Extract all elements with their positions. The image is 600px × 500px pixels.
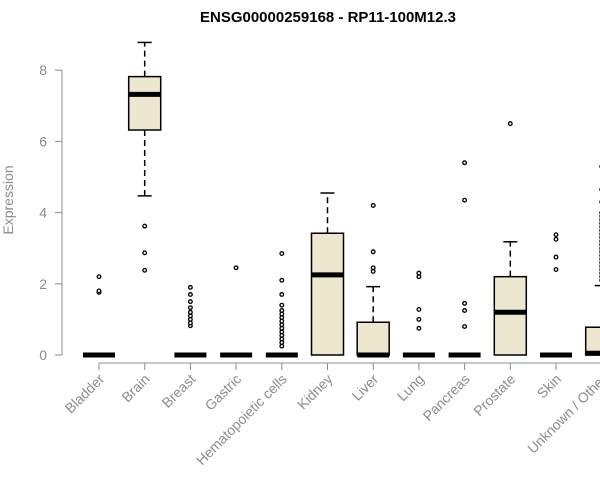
outlier-point xyxy=(96,288,102,294)
x-tick-label: Skin xyxy=(534,371,565,402)
box-pancreas xyxy=(448,160,481,358)
outlier-point xyxy=(142,267,148,273)
outlier-point xyxy=(553,254,559,260)
outlier-point xyxy=(96,274,102,280)
outlier-point xyxy=(370,249,376,255)
box-hematopoietic-cells xyxy=(265,251,298,358)
outlier-point xyxy=(553,232,559,238)
y-tick-label: 4 xyxy=(39,205,47,221)
outlier-point xyxy=(553,236,559,242)
y-tick-label: 8 xyxy=(39,62,47,78)
y-tick-label: 0 xyxy=(39,347,47,363)
outlier-point xyxy=(279,277,285,283)
box-skin xyxy=(540,232,572,358)
box-lung xyxy=(402,270,435,358)
x-tick-label: Liver xyxy=(349,371,382,404)
outlier-point xyxy=(462,308,468,313)
y-axis: 0 2 4 6 8 xyxy=(39,62,63,363)
x-tick-label: Bladder xyxy=(62,371,108,417)
box-liver xyxy=(356,203,390,358)
x-tick-label: Brain xyxy=(118,371,152,405)
outlier-point xyxy=(416,316,422,322)
outlier-point xyxy=(462,300,468,306)
outlier-point xyxy=(462,197,468,203)
y-tick-label: 6 xyxy=(39,133,47,149)
outlier-point xyxy=(279,292,285,297)
y-tick-label: 2 xyxy=(39,276,47,292)
outlier-point xyxy=(187,292,193,297)
box-kidney xyxy=(310,192,345,356)
outlier-point xyxy=(187,305,193,311)
box-bladder xyxy=(83,274,115,358)
outlier-point xyxy=(416,325,422,331)
outlier-point xyxy=(416,270,422,276)
box-brain xyxy=(127,41,162,273)
x-tick-label: Lung xyxy=(394,371,427,404)
outlier-point xyxy=(553,267,559,273)
box-breast xyxy=(174,284,207,358)
x-tick-label: Kidney xyxy=(294,371,336,413)
box-iqr xyxy=(493,275,528,356)
outlier-point xyxy=(279,308,285,313)
x-tick-label: Breast xyxy=(159,371,199,411)
outlier-point xyxy=(187,299,193,305)
outlier-point xyxy=(142,250,148,256)
box-iqr xyxy=(356,321,390,356)
x-tick-label: Gastric xyxy=(202,371,245,414)
outlier-point xyxy=(370,265,376,271)
box-unknown-other xyxy=(584,164,600,356)
x-tick-label: Hematopoietic cells xyxy=(193,371,290,468)
chart-title: ENSG00000259168 - RP11-100M12.3 xyxy=(200,9,456,26)
box-gastric xyxy=(220,265,253,358)
outlier-point xyxy=(233,265,239,271)
outlier-point xyxy=(370,203,376,208)
outlier-point xyxy=(462,160,468,166)
x-tick-label: Pancreas xyxy=(420,371,473,424)
box-iqr xyxy=(127,75,162,131)
box-iqr xyxy=(310,232,345,356)
outlier-point xyxy=(279,302,285,308)
box-iqr xyxy=(584,326,600,356)
boxes-layer xyxy=(83,41,600,358)
outlier-point xyxy=(462,324,468,329)
outlier-point xyxy=(142,223,148,229)
outlier-point xyxy=(187,284,193,290)
outlier-point xyxy=(279,251,285,256)
x-tick-label: Prostate xyxy=(470,371,518,419)
outlier-point xyxy=(416,306,422,312)
outlier-point xyxy=(187,309,193,315)
outlier-point xyxy=(507,121,513,127)
box-prostate xyxy=(493,121,528,356)
y-axis-label: Expression xyxy=(0,165,16,234)
